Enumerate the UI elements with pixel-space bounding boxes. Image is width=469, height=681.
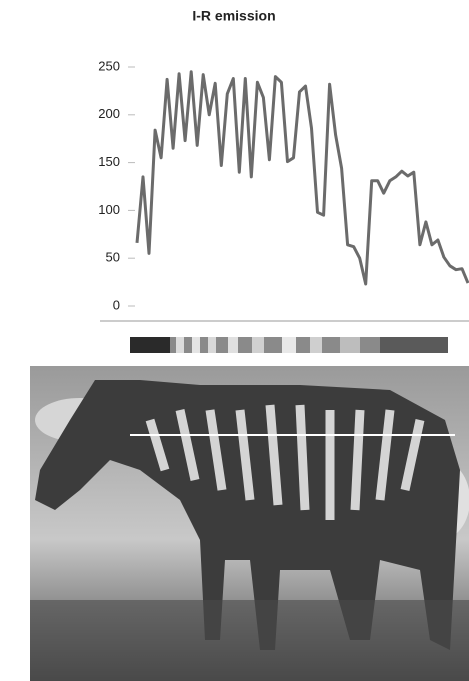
data-line (137, 72, 468, 284)
y-tick-label: 250 (98, 58, 120, 73)
figure: I-R emission 0 50 100 150 200 250 (0, 0, 469, 681)
y-tick-label: 100 (98, 202, 120, 217)
zebra-image (30, 366, 469, 681)
chart-title: I-R emission (192, 8, 275, 24)
y-tick-label: 0 (113, 297, 120, 312)
y-tick-label: 200 (98, 106, 120, 121)
strip-image (130, 337, 448, 353)
y-tick-label: 50 (106, 250, 120, 265)
y-tick-label: 150 (98, 154, 120, 169)
chart: I-R emission 0 50 100 150 200 250 (0, 0, 469, 681)
